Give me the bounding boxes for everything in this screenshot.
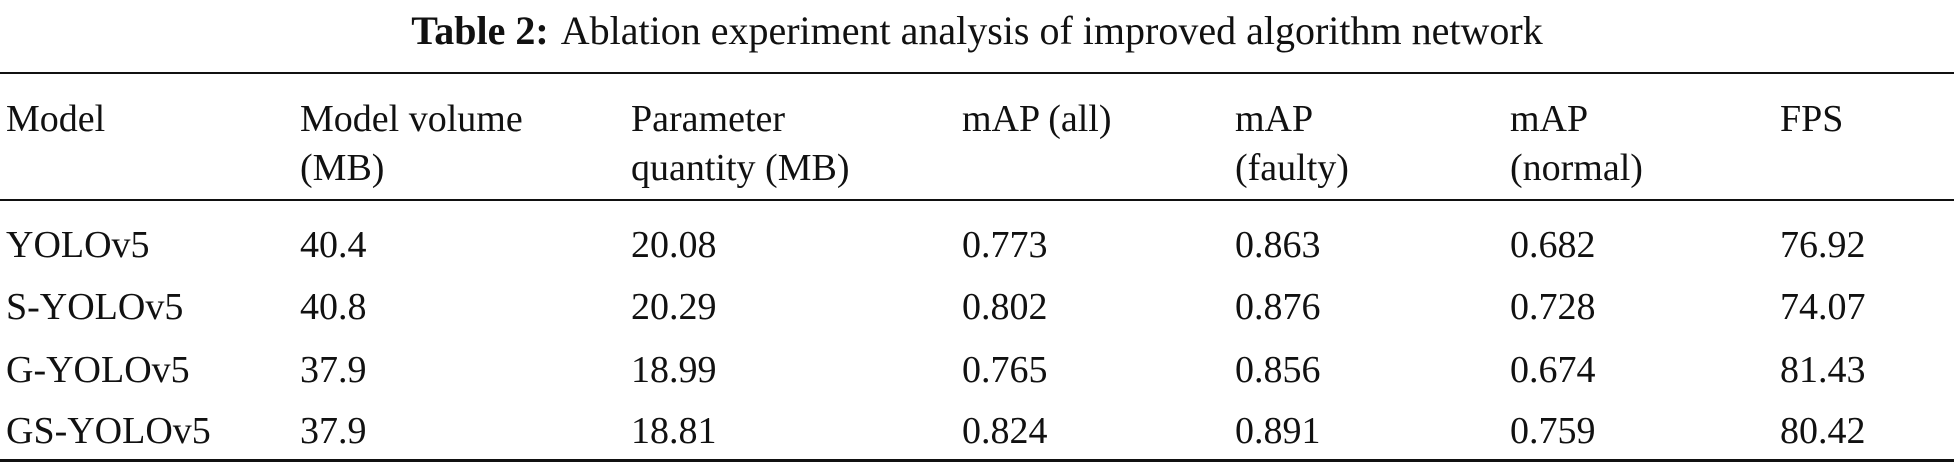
cell: 40.4 — [300, 224, 367, 266]
cell: 20.29 — [631, 286, 717, 328]
table-caption: Table 2: Ablation experiment analysis of … — [0, 8, 1954, 54]
header-cell: (faulty) — [1235, 147, 1349, 189]
cell: 40.8 — [300, 286, 367, 328]
cell: 18.99 — [631, 349, 717, 391]
cell: 0.773 — [962, 224, 1048, 266]
cell: G-YOLOv5 — [6, 349, 190, 391]
header-cell: mAP — [1235, 98, 1314, 140]
cell: 80.42 — [1780, 410, 1866, 452]
cell: 18.81 — [631, 410, 717, 452]
cell: 0.728 — [1510, 286, 1596, 328]
cell: 0.682 — [1510, 224, 1596, 266]
cell: 0.824 — [962, 410, 1048, 452]
header-cell: quantity (MB) — [631, 147, 850, 189]
header-cell: Parameter — [631, 98, 786, 140]
cell: 0.856 — [1235, 349, 1321, 391]
top-rule — [0, 72, 1954, 74]
bottom-rule — [0, 459, 1954, 462]
caption-text: Ablation experiment analysis of improved… — [560, 8, 1543, 53]
cell: 0.891 — [1235, 410, 1321, 452]
cell: 0.863 — [1235, 224, 1321, 266]
header-cell: FPS — [1780, 98, 1844, 140]
cell: 81.43 — [1780, 349, 1866, 391]
cell: 76.92 — [1780, 224, 1866, 266]
cell: GS-YOLOv5 — [6, 410, 211, 452]
cell: S-YOLOv5 — [6, 286, 184, 328]
cell: YOLOv5 — [6, 224, 150, 266]
cell: 20.08 — [631, 224, 717, 266]
caption-label: Table 2: — [411, 8, 549, 53]
cell: 0.802 — [962, 286, 1048, 328]
cell: 0.674 — [1510, 349, 1596, 391]
cell: 0.759 — [1510, 410, 1596, 452]
header-cell: Model — [6, 98, 106, 140]
header-cell: Model volume — [300, 98, 523, 140]
header-cell: mAP (all) — [962, 98, 1112, 140]
cell: 74.07 — [1780, 286, 1866, 328]
mid-rule — [0, 199, 1954, 201]
cell: 37.9 — [300, 410, 367, 452]
cell: 0.876 — [1235, 286, 1321, 328]
header-cell: mAP — [1510, 98, 1589, 140]
cell: 37.9 — [300, 349, 367, 391]
header-cell: (normal) — [1510, 147, 1643, 189]
header-cell: (MB) — [300, 147, 385, 189]
cell: 0.765 — [962, 349, 1048, 391]
